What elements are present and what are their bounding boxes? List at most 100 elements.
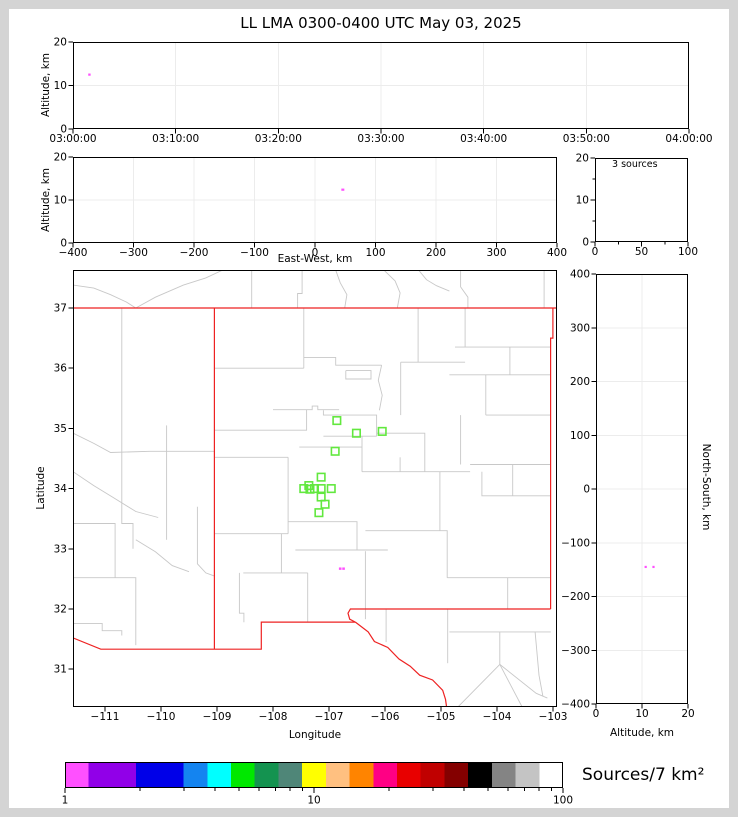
tick-label: −400	[561, 699, 590, 711]
panel-border	[73, 157, 557, 243]
map-state-borders	[73, 307, 557, 707]
tick-label: 100	[553, 795, 573, 807]
station-marker	[320, 499, 330, 509]
county-boundary	[297, 270, 303, 308]
tick-label: 03:00:00	[49, 133, 96, 145]
station-marker	[377, 426, 387, 436]
colorbar-segment	[397, 762, 422, 788]
county-boundary	[376, 432, 426, 472]
ns-panel-ylabel: North-South, km	[700, 443, 712, 531]
tick-label: −100	[240, 247, 269, 259]
tick-label: 03:30:00	[357, 133, 404, 145]
county-boundary	[499, 664, 523, 707]
map-xlabel: Longitude	[288, 729, 342, 741]
county-boundary	[499, 664, 548, 699]
colorbar-segment	[302, 762, 327, 788]
tick-label: −110	[147, 711, 176, 723]
tick-label: 10	[54, 195, 67, 207]
tick-label: 04:00:00	[665, 133, 712, 145]
colorbar-segment	[65, 762, 90, 788]
panel-border	[596, 274, 688, 704]
county-boundary	[288, 521, 358, 550]
tick-label: 50	[635, 246, 648, 258]
county-boundary	[303, 356, 382, 366]
tick-label: 10	[54, 80, 67, 92]
tick-label: 31	[54, 664, 67, 676]
ew-panel-ylabel: Altitude, km	[40, 167, 52, 233]
county-boundary	[73, 577, 137, 646]
source-point	[341, 188, 345, 191]
county-boundary	[481, 471, 551, 497]
colorbar-segment	[136, 762, 185, 788]
lma-station-markers	[299, 416, 387, 518]
county-boundary	[365, 530, 448, 578]
source-point	[342, 567, 345, 570]
tick-label: 03:20:00	[255, 133, 302, 145]
colorbar-label: Sources/7 km²	[582, 765, 705, 785]
colorbar-segments	[65, 762, 564, 788]
colorbar-segment	[183, 762, 208, 788]
tick-label: 34	[54, 483, 68, 495]
station-marker	[316, 484, 326, 494]
county-boundary	[383, 270, 401, 309]
source-point	[644, 565, 647, 569]
tick-label: 20	[681, 708, 694, 720]
tick-label: 10	[307, 795, 320, 807]
station-marker	[326, 484, 336, 494]
tick-label: 32	[54, 603, 67, 615]
tick-label: −111	[91, 711, 120, 723]
county-boundary	[73, 284, 137, 309]
tick-label: 33	[54, 543, 67, 555]
map-ylabel: Latitude	[35, 466, 47, 510]
tick-label: 03:10:00	[152, 133, 199, 145]
map-source-points	[338, 567, 345, 570]
colorbar-segment	[278, 762, 303, 788]
tick-label: 0	[583, 484, 590, 496]
county-boundary	[214, 409, 308, 431]
tick-label: −300	[561, 645, 590, 657]
tick-label: 100	[365, 247, 385, 259]
station-marker	[332, 416, 342, 426]
tick-label: 1	[62, 795, 69, 807]
colorbar-segment	[254, 762, 279, 788]
county-boundary	[460, 270, 469, 308]
tick-label: −108	[259, 711, 288, 723]
tick-label: −105	[427, 711, 456, 723]
station-marker	[351, 428, 361, 438]
ns-height-panel: 0 10 20 400 300 200 100 0 −100 −200 −300 −400	[561, 269, 695, 721]
colorbar-segment	[88, 762, 137, 788]
tick-label: 03:50:00	[563, 133, 610, 145]
ew-panel-xlabel: East-West, km	[277, 253, 353, 265]
colorbar-segment	[231, 762, 256, 788]
county-boundary	[273, 405, 340, 411]
figure-title: LL LMA 0300-0400 UTC May 03, 2025	[240, 14, 522, 32]
colorbar-segment	[207, 762, 232, 788]
map-county-lines	[73, 270, 551, 707]
county-boundary	[73, 622, 123, 636]
tick-label: 10	[576, 195, 589, 207]
tick-label: 0	[582, 237, 589, 249]
county-boundary	[322, 410, 378, 437]
tick-label: 03:40:00	[460, 133, 507, 145]
source-point	[652, 565, 655, 569]
county-boundary	[135, 539, 190, 573]
tick-label: 0	[592, 246, 599, 258]
alt-histogram-panel: 0 50 100 0 10 20	[576, 153, 698, 259]
tick-label: 20	[54, 152, 67, 164]
panel-border	[73, 270, 557, 707]
tick-label: −200	[180, 247, 209, 259]
colorbar: 1 10 100	[62, 762, 573, 807]
station-marker	[314, 508, 324, 518]
tick-label: 37	[54, 302, 67, 314]
panel-border	[73, 42, 689, 129]
tick-label: 36	[54, 363, 68, 375]
colorbar-border	[65, 762, 563, 788]
tick-label: 20	[54, 37, 67, 49]
figure-canvas	[9, 9, 729, 808]
tick-label: 0	[60, 124, 67, 136]
tick-label: 400	[570, 269, 590, 281]
county-boundary	[73, 523, 116, 578]
county-boundary	[534, 631, 544, 697]
